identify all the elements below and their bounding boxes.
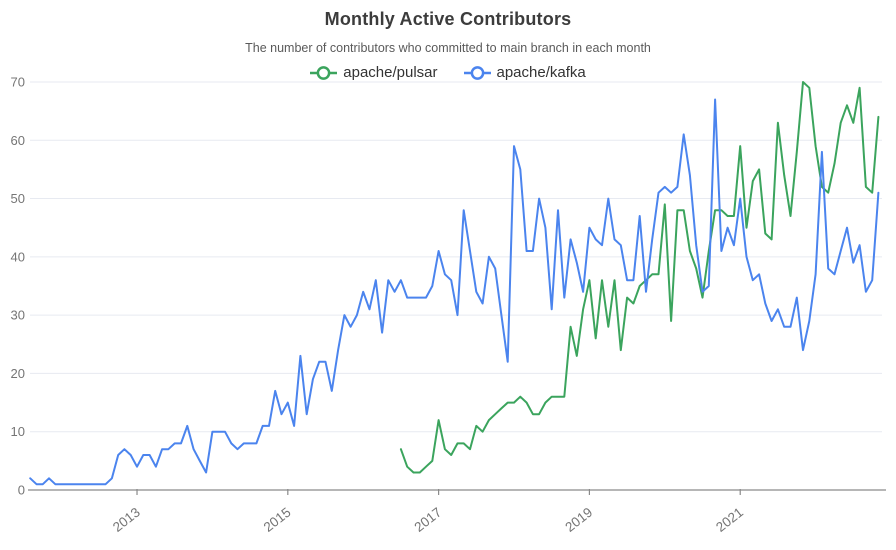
x-axis-tick-label: 2021 bbox=[713, 505, 746, 535]
series-line-pulsar bbox=[399, 81, 880, 474]
legend-label-pulsar: apache/pulsar bbox=[343, 64, 438, 81]
y-axis-tick-label: 50 bbox=[11, 191, 25, 206]
x-axis-tick-label: 2013 bbox=[110, 505, 143, 535]
y-axis-tick-label: 0 bbox=[18, 483, 25, 498]
chart-header: Monthly Active Contributors The number o… bbox=[0, 0, 896, 81]
legend-item-kafka[interactable]: apache/kafka bbox=[463, 64, 586, 81]
legend-item-pulsar[interactable]: apache/pulsar bbox=[310, 64, 438, 81]
y-axis-tick-label: 40 bbox=[11, 249, 25, 264]
pulsar-line-marker-icon bbox=[310, 65, 338, 80]
page-title: Monthly Active Contributors bbox=[324, 9, 572, 29]
legend-label-kafka: apache/kafka bbox=[496, 64, 586, 81]
y-axis-tick-label: 20 bbox=[11, 366, 25, 381]
y-axis-tick-label: 60 bbox=[11, 133, 25, 148]
chart-subtitle: The number of contributors who committed… bbox=[245, 41, 651, 55]
kafka-line-marker-icon bbox=[463, 65, 491, 80]
chart-legend: apache/pulsar apache/kafka bbox=[0, 64, 896, 81]
y-axis-tick-label: 70 bbox=[11, 74, 25, 89]
x-axis-tick-label: 2019 bbox=[562, 505, 595, 535]
y-axis-tick-label: 10 bbox=[11, 424, 25, 439]
series-line-kafka bbox=[29, 98, 880, 486]
y-axis-tick-label: 30 bbox=[11, 308, 25, 323]
x-axis-tick-label: 2017 bbox=[412, 505, 445, 535]
x-axis-tick-label: 2015 bbox=[261, 505, 294, 535]
